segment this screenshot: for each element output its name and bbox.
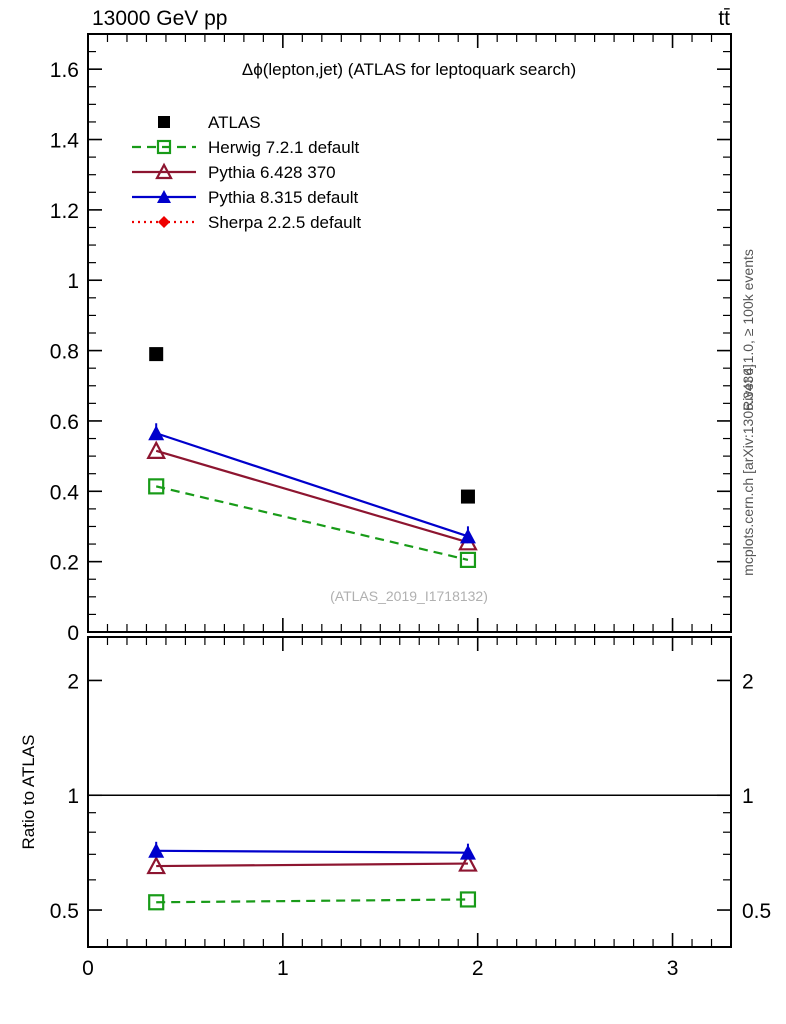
rivet-version-note: Rivet 4.1.0, ≥ 100k events — [740, 249, 756, 411]
legend-marker — [158, 216, 170, 228]
mcplots-source-note: mcplots.cern.ch [arXiv:1306.3436] — [740, 364, 756, 576]
x-tick-label: 2 — [472, 957, 484, 980]
ratio-data-point — [459, 844, 476, 860]
data-point — [459, 528, 476, 544]
ratio-data-point — [148, 894, 165, 911]
legend-marker — [155, 162, 173, 180]
ratio-data-point — [458, 853, 478, 872]
ratio-axis-title: Ratio to ATLAS — [19, 735, 38, 850]
legend: ATLAS Herwig 7.2.1 default Pythia 6.428 37… — [132, 113, 361, 232]
x-tick-label: 3 — [667, 957, 679, 980]
ratio-data-point — [459, 891, 477, 908]
legend-label: Herwig 7.2.1 default — [208, 138, 359, 157]
main-panel-ticks — [87, 34, 731, 633]
legend-label: Sherpa 2.2.5 default — [208, 213, 361, 232]
y-tick-label: 0 — [67, 622, 79, 645]
ratio-y-tick-label: 2 — [67, 670, 79, 693]
data-point — [148, 425, 165, 441]
y-tick-label: 1.6 — [50, 59, 79, 82]
series-line — [155, 485, 469, 561]
x-tick-label: 0 — [82, 957, 94, 980]
series-line — [155, 432, 469, 538]
ratio-data-series — [146, 841, 478, 911]
ratio-y-tick-label: 1 — [67, 785, 79, 808]
y-tick-label: 0.4 — [50, 481, 80, 504]
beam-energy-label: 13000 GeV pp — [92, 7, 227, 30]
legend-label: ATLAS — [208, 113, 261, 132]
legend-marker — [157, 190, 171, 203]
plot-title: Δϕ(lepton,jet) (ATLAS for leptoquark sea… — [242, 60, 576, 79]
y-tick-label: 0.6 — [50, 411, 79, 434]
ratio-series-line — [156, 849, 468, 854]
y-tick-label: 1.4 — [50, 130, 80, 153]
legend-marker — [156, 139, 172, 155]
ratio-y-tick-label: 0.5 — [50, 900, 79, 923]
main-data-series — [146, 347, 478, 568]
y-tick-label: 1.2 — [50, 200, 79, 223]
x-tick-label: 1 — [277, 957, 289, 980]
ratio-panel-frame — [87, 636, 732, 948]
watermark-label: (ATLAS_2019_I1718132) — [330, 588, 488, 604]
ratio-y-tick-label-right: 2 — [742, 670, 754, 693]
process-label: tt̄ — [718, 7, 730, 30]
main-y-tick-labels: 0 0.2 0.4 0.6 0.8 1 1.2 1.4 1.6 — [50, 59, 80, 645]
ratio-data-point — [146, 855, 167, 875]
data-point — [148, 478, 165, 495]
ratio-data-point — [148, 842, 165, 858]
ratio-panel-ticks — [87, 637, 731, 948]
legend-marker — [158, 116, 170, 128]
series-line — [155, 449, 469, 544]
data-point — [460, 489, 475, 504]
main-panel-frame — [87, 33, 732, 633]
ratio-y-tick-label-right: 0.5 — [742, 900, 771, 923]
y-tick-label: 0.2 — [50, 552, 79, 575]
x-tick-labels: 0 1 2 3 — [82, 957, 678, 980]
data-point — [146, 440, 167, 459]
data-point — [149, 347, 164, 362]
ratio-series-line — [156, 862, 468, 868]
ratio-y-tick-label-right: 1 — [742, 785, 754, 808]
ratio-y-tick-labels: 0.5 0.5 1 1 2 2 — [50, 670, 771, 923]
data-point — [459, 551, 477, 568]
y-tick-label: 0.8 — [50, 341, 79, 364]
legend-label: Pythia 8.315 default — [208, 188, 359, 207]
ratio-series-line — [156, 898, 468, 904]
legend-label: Pythia 6.428 370 — [208, 163, 336, 182]
y-tick-label: 1 — [67, 270, 79, 293]
